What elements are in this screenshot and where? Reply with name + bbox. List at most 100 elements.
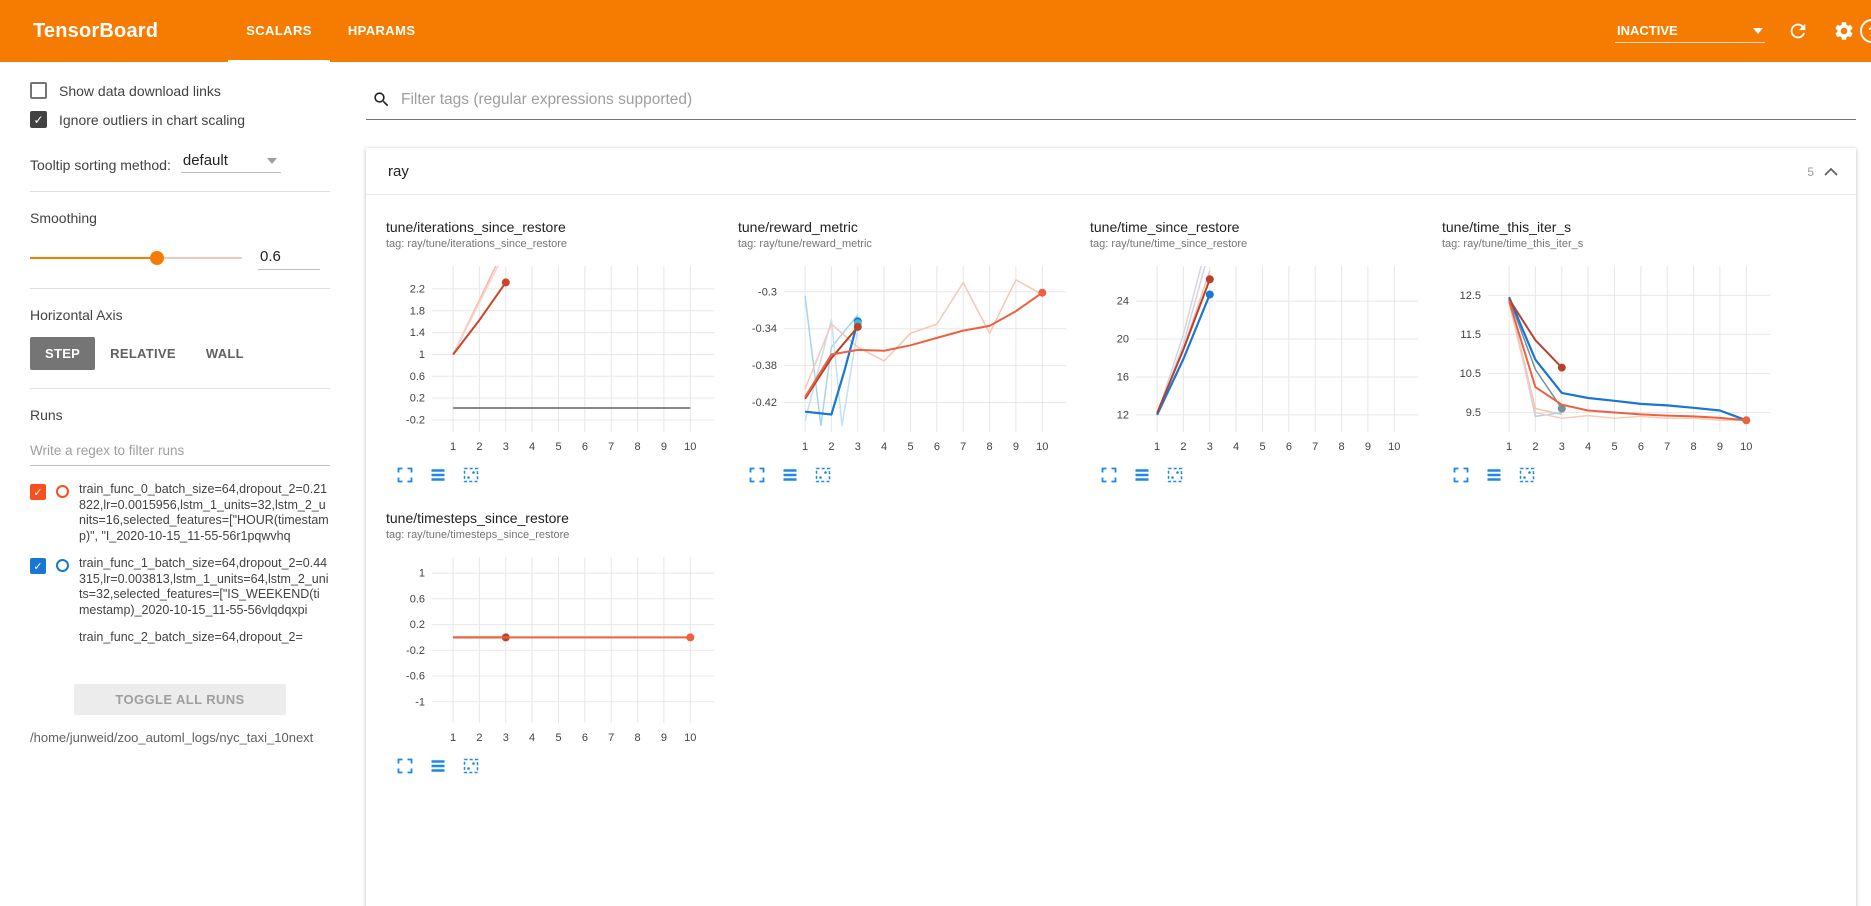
chart-card: tune/time_this_iter_s tag: ray/tune/time… — [1442, 219, 1784, 498]
chart-tag: tag: ray/tune/reward_metric — [738, 238, 872, 250]
expand-chart-icon[interactable] — [1452, 466, 1470, 484]
svg-text:7: 7 — [608, 732, 614, 744]
tag-section-card: ray 5 tune/iterations_since_restore tag:… — [366, 148, 1856, 906]
run-radio[interactable] — [56, 485, 69, 498]
reload-status-select[interactable]: INACTIVE — [1615, 19, 1765, 43]
svg-text:4: 4 — [1233, 441, 1239, 453]
haxis-wall-button[interactable]: WALL — [191, 337, 259, 370]
expand-chart-icon[interactable] — [748, 466, 766, 484]
svg-text:5: 5 — [907, 441, 913, 453]
run-list: ✓ train_func_0_batch_size=64,dropout_2=0… — [30, 476, 330, 680]
run-item[interactable]: ✓ train_func_0_batch_size=64,dropout_2=0… — [30, 476, 330, 550]
runs-selector-icon[interactable] — [1133, 466, 1151, 484]
ignore-outliers-checkbox[interactable]: ✓ — [30, 111, 47, 128]
svg-text:1: 1 — [419, 349, 425, 361]
collapse-section-icon[interactable] — [1824, 167, 1838, 176]
runs-selector-icon[interactable] — [429, 466, 447, 484]
fit-domain-icon[interactable] — [1518, 466, 1536, 484]
svg-text:20: 20 — [1117, 334, 1129, 346]
svg-text:3: 3 — [503, 441, 509, 453]
fit-domain-icon[interactable] — [814, 466, 832, 484]
svg-text:8: 8 — [1691, 441, 1697, 453]
ignore-outliers-checkbox-row[interactable]: ✓ Ignore outliers in chart scaling — [30, 111, 330, 128]
chart-tag: tag: ray/tune/time_since_restore — [1090, 238, 1248, 250]
run-item[interactable]: ✓ train_func_2_batch_size=64,dropout_2= — [30, 624, 330, 654]
svg-text:1: 1 — [802, 441, 808, 453]
run-item[interactable]: ✓ train_func_1_batch_size=64,dropout_2=0… — [30, 550, 330, 624]
slider-fill — [30, 257, 158, 259]
main-content: ray 5 tune/iterations_since_restore tag:… — [352, 62, 1871, 906]
slider-thumb[interactable] — [150, 251, 165, 265]
haxis-step-button[interactable]: STEP — [30, 337, 96, 370]
expand-chart-icon[interactable] — [396, 757, 414, 775]
divider — [30, 388, 330, 389]
svg-text:2: 2 — [1180, 441, 1186, 453]
haxis-relative-button[interactable]: RELATIVE — [95, 337, 191, 370]
fit-domain-icon[interactable] — [462, 757, 480, 775]
runs-selector-icon[interactable] — [1485, 466, 1503, 484]
svg-text:9: 9 — [661, 441, 667, 453]
chart-toolbar — [386, 749, 728, 789]
smoothing-slider[interactable] — [30, 251, 242, 265]
svg-text:0.2: 0.2 — [410, 619, 425, 631]
svg-text:-1: -1 — [415, 696, 425, 708]
svg-text:10: 10 — [684, 441, 696, 453]
fit-domain-icon[interactable] — [462, 466, 480, 484]
chart-toolbar — [738, 458, 1080, 498]
svg-text:10: 10 — [1388, 441, 1400, 453]
svg-text:2: 2 — [476, 441, 482, 453]
svg-text:0.6: 0.6 — [410, 371, 425, 383]
runs-filter-input[interactable] — [30, 437, 330, 466]
show-download-links-label: Show data download links — [59, 82, 221, 99]
svg-text:7: 7 — [960, 441, 966, 453]
svg-text:-0.34: -0.34 — [752, 323, 777, 335]
tooltip-sort-value: default — [182, 152, 228, 169]
tab-hparams[interactable]: HPARAMS — [347, 22, 416, 38]
expand-chart-icon[interactable] — [396, 466, 414, 484]
expand-chart-icon[interactable] — [1100, 466, 1118, 484]
svg-text:9: 9 — [661, 732, 667, 744]
svg-text:4: 4 — [529, 441, 535, 453]
svg-text:11.5: 11.5 — [1460, 329, 1481, 341]
chart-toolbar — [1442, 458, 1784, 498]
svg-text:12.5: 12.5 — [1460, 290, 1481, 302]
chart-card: tune/timesteps_since_restore tag: ray/tu… — [386, 510, 728, 789]
divider — [30, 191, 330, 192]
run-radio[interactable] — [56, 559, 69, 572]
run-checkbox[interactable]: ✓ — [30, 558, 46, 574]
runs-selector-icon[interactable] — [429, 757, 447, 775]
line-chart[interactable]: 1 2 3 4 5 6 7 8 9 10 -0.42 -0.38 -0.34 -0.3 — [738, 258, 1074, 458]
refresh-icon[interactable] — [1785, 18, 1811, 44]
section-chart-count: 5 — [1807, 164, 1814, 179]
svg-text:4: 4 — [881, 441, 887, 453]
smoothing-value-input[interactable] — [258, 246, 320, 270]
svg-text:1: 1 — [450, 732, 456, 744]
toggle-all-runs-button[interactable]: TOGGLE ALL RUNS — [74, 684, 286, 715]
svg-text:24: 24 — [1117, 296, 1129, 308]
tab-scalars[interactable]: SCALARS — [228, 0, 330, 62]
settings-gear-icon[interactable] — [1831, 18, 1857, 44]
line-chart[interactable]: 1 2 3 4 5 6 7 8 9 10 9.5 10.5 11.5 12.5 — [1442, 258, 1778, 458]
svg-text:1: 1 — [450, 441, 456, 453]
show-download-links-checkbox[interactable] — [30, 82, 47, 99]
chart-tag: tag: ray/tune/timesteps_since_restore — [386, 529, 570, 541]
line-chart[interactable]: 1 2 3 4 5 6 7 8 9 10 -1 -0.6 -0.2 0.2 0.6 1 — [386, 549, 722, 749]
svg-text:7: 7 — [1312, 441, 1318, 453]
run-checkbox[interactable]: ✓ — [30, 484, 46, 500]
svg-text:-0.2: -0.2 — [406, 415, 425, 427]
smoothing-label: Smoothing — [30, 210, 97, 226]
fit-domain-icon[interactable] — [1166, 466, 1184, 484]
chart-tag: tag: ray/tune/time_this_iter_s — [1442, 238, 1584, 250]
svg-text:9: 9 — [1365, 441, 1371, 453]
svg-text:1: 1 — [1506, 441, 1512, 453]
runs-selector-icon[interactable] — [781, 466, 799, 484]
tooltip-sort-dropdown[interactable]: default — [180, 150, 281, 173]
svg-text:7: 7 — [608, 441, 614, 453]
section-header[interactable]: ray 5 — [366, 148, 1856, 195]
ignore-outliers-label: Ignore outliers in chart scaling — [59, 111, 245, 128]
tag-filter-input[interactable] — [401, 90, 1852, 109]
line-chart[interactable]: 1 2 3 4 5 6 7 8 9 10 -0.2 0.2 0.6 1 1.4 1.8 2.2 — [386, 258, 722, 458]
show-download-links-checkbox-row[interactable]: Show data download links — [30, 82, 330, 99]
svg-text:9: 9 — [1717, 441, 1723, 453]
